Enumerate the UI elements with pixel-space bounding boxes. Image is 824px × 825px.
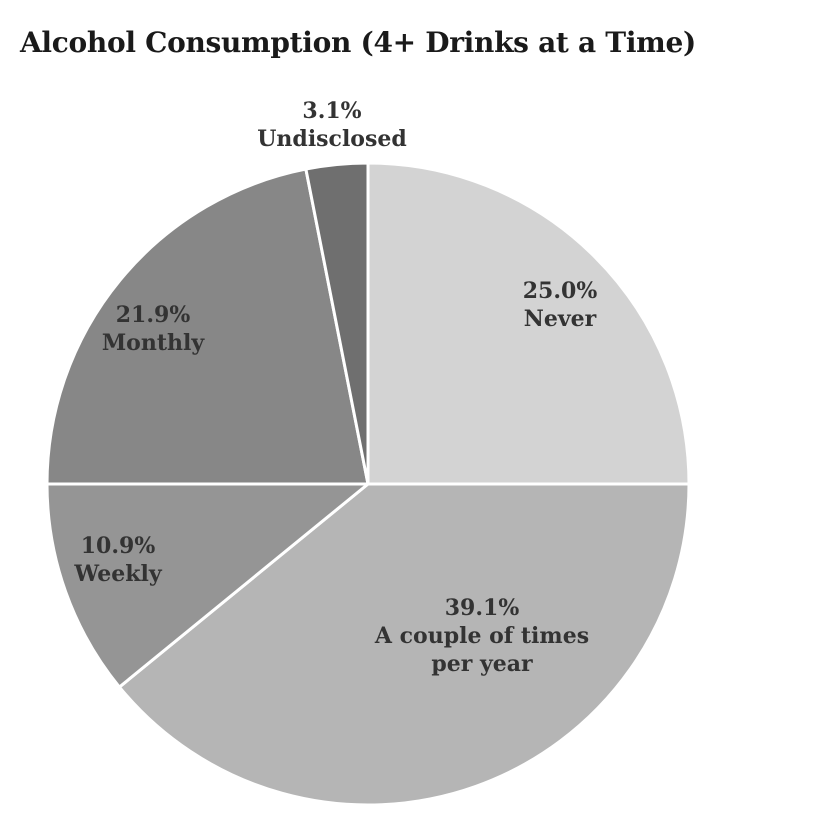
chart-title: Alcohol Consumption (4+ Drinks at a Time…: [20, 26, 696, 59]
slice-labels: 25.0% Never 39.1% A couple of times per year…: [73, 98, 597, 677]
slice-category: Undisclosed: [257, 126, 407, 152]
pie-slice-weekly: [45, 482, 370, 689]
slice-value: 21.9%: [116, 302, 191, 328]
slice-label-undisclosed: 3.1% Undisclosed: [257, 98, 407, 152]
slice-value: 10.9%: [81, 533, 156, 559]
slice-value: 25.0%: [523, 278, 598, 304]
pie-slice-undisclosed: [304, 161, 370, 486]
slice-category: Never: [524, 306, 597, 332]
slice-category: Weekly: [73, 561, 163, 587]
slice-label-monthly: 21.9% Monthly: [102, 302, 206, 356]
slice-category: per year: [431, 651, 533, 677]
slice-label-weekly: 10.9% Weekly: [73, 533, 163, 587]
pie-slices: [45, 161, 691, 807]
slice-category: A couple of times: [374, 623, 589, 649]
pie-slice-never: [366, 161, 691, 486]
slice-category: Monthly: [102, 330, 206, 356]
pie-slice-monthly: [45, 167, 370, 486]
slice-label-never: 25.0% Never: [523, 278, 598, 332]
slice-label-a-couple-of-times-per-year: 39.1% A couple of times per year: [374, 595, 589, 677]
slice-value: 3.1%: [302, 98, 361, 124]
slice-value: 39.1%: [445, 595, 520, 621]
pie-slice-a-couple-of-times-per-year: [117, 482, 691, 807]
